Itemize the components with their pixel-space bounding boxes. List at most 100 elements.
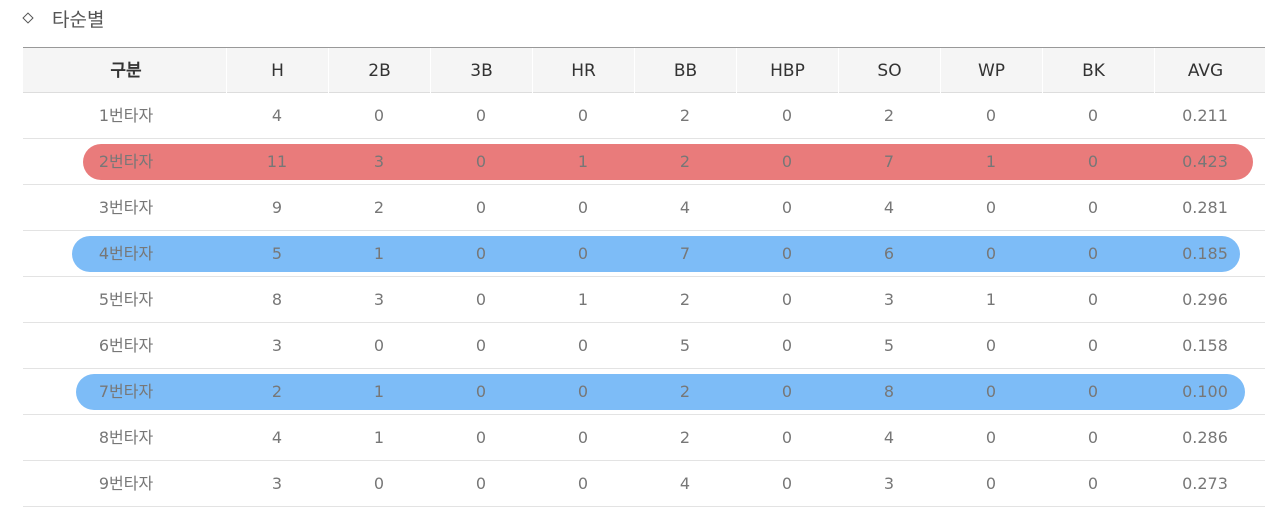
stat-bk-cell: 0 — [1087, 382, 1099, 401]
batting-order-label: 7번타자 — [98, 382, 154, 401]
stat-avg-cell: 0.273 — [1182, 474, 1228, 493]
stat-wp-cell: 0 — [985, 336, 997, 355]
batting-order-label: 5번타자 — [98, 290, 154, 309]
stat-2b-cell: 2 — [373, 198, 385, 217]
stat-2b-cell: 1 — [373, 428, 385, 447]
stat-so-cell: 5 — [883, 336, 895, 355]
stat-h-cell: 3 — [271, 336, 283, 355]
table-row: 4번타자 5 1 0 0 7 0 6 0 0 0.185 — [23, 231, 1265, 277]
stat-wp-cell: 0 — [985, 198, 997, 217]
stat-3b-cell: 0 — [475, 152, 487, 171]
stat-3b-cell: 0 — [475, 428, 487, 447]
stat-bb-cell: 4 — [679, 198, 691, 217]
stat-3b-cell: 0 — [475, 198, 487, 217]
stat-h-cell: 4 — [271, 106, 283, 125]
column-header-h: H — [226, 48, 328, 94]
stat-hbp-cell: 0 — [781, 244, 793, 263]
table-row: 1번타자 4 0 0 0 2 0 2 0 0 0.211 — [23, 93, 1265, 139]
column-header-bk: BK — [1042, 48, 1144, 94]
stat-so-cell: 3 — [883, 290, 895, 309]
batting-order-label: 4번타자 — [98, 244, 154, 263]
column-header-category: 구분 — [110, 61, 142, 81]
stat-avg-cell: 0.100 — [1182, 382, 1228, 401]
stat-hr-cell: 0 — [577, 106, 589, 125]
stat-h-cell: 3 — [271, 474, 283, 493]
row-highlight — [76, 374, 1245, 410]
stat-bb-cell: 5 — [679, 336, 691, 355]
stat-hbp-cell: 0 — [781, 198, 793, 217]
stat-so-cell: 6 — [883, 244, 895, 263]
stat-so-cell: 4 — [883, 428, 895, 447]
stat-avg-cell: 0.185 — [1182, 244, 1228, 263]
stat-2b-cell: 0 — [373, 106, 385, 125]
stat-3b-cell: 0 — [475, 336, 487, 355]
column-header-wp: WP — [940, 48, 1042, 94]
stat-h-cell: 4 — [271, 428, 283, 447]
stat-wp-cell: 0 — [985, 474, 997, 493]
stat-bb-cell: 2 — [679, 290, 691, 309]
stat-bk-cell: 0 — [1087, 474, 1099, 493]
stat-wp-cell: 1 — [985, 290, 997, 309]
table-row: 8번타자 4 1 0 0 2 0 4 0 0 0.286 — [23, 415, 1265, 461]
stat-bb-cell: 4 — [679, 474, 691, 493]
stat-hr-cell: 1 — [577, 290, 589, 309]
column-header-3b: 3B — [430, 48, 532, 94]
diamond-bullet-icon — [22, 12, 34, 24]
stat-h-cell: 11 — [266, 152, 288, 171]
row-highlight — [83, 144, 1253, 180]
batting-order-label: 1번타자 — [98, 106, 154, 125]
stat-2b-cell: 1 — [373, 244, 385, 263]
stat-avg-cell: 0.158 — [1182, 336, 1228, 355]
column-header-hbp: HBP — [736, 48, 838, 94]
stat-3b-cell: 0 — [475, 474, 487, 493]
stat-h-cell: 2 — [271, 382, 283, 401]
stat-bk-cell: 0 — [1087, 336, 1099, 355]
stat-h-cell: 9 — [271, 198, 283, 217]
stat-3b-cell: 0 — [475, 106, 487, 125]
table-header-row: 구분 H 2B 3B HR BB HBP SO WP BK AVG — [23, 47, 1265, 94]
stat-bk-cell: 0 — [1087, 290, 1099, 309]
stat-bk-cell: 0 — [1087, 198, 1099, 217]
stat-so-cell: 7 — [883, 152, 895, 171]
stat-bk-cell: 0 — [1087, 106, 1099, 125]
stat-hr-cell: 0 — [577, 198, 589, 217]
stat-so-cell: 2 — [883, 106, 895, 125]
batting-order-label: 8번타자 — [98, 428, 154, 447]
stat-3b-cell: 0 — [475, 244, 487, 263]
stat-2b-cell: 3 — [373, 152, 385, 171]
stat-h-cell: 5 — [271, 244, 283, 263]
table-row: 3번타자 9 2 0 0 4 0 4 0 0 0.281 — [23, 185, 1265, 231]
stat-hbp-cell: 0 — [781, 382, 793, 401]
stat-avg-cell: 0.296 — [1182, 290, 1228, 309]
stat-so-cell: 3 — [883, 474, 895, 493]
stat-hbp-cell: 0 — [781, 428, 793, 447]
stat-hbp-cell: 0 — [781, 106, 793, 125]
stat-hr-cell: 0 — [577, 244, 589, 263]
stat-wp-cell: 0 — [985, 244, 997, 263]
section-heading: 타순별 — [22, 4, 104, 32]
stat-bk-cell: 0 — [1087, 244, 1099, 263]
stat-wp-cell: 1 — [985, 152, 997, 171]
stat-so-cell: 4 — [883, 198, 895, 217]
stat-hr-cell: 0 — [577, 382, 589, 401]
stat-hbp-cell: 0 — [781, 474, 793, 493]
stat-hbp-cell: 0 — [781, 152, 793, 171]
batting-order-stats-table: 구분 H 2B 3B HR BB HBP SO WP BK AVG 1번타자 4 0 0 0 2 0 2 0 0 0.2… — [23, 47, 1265, 507]
column-header-bb: BB — [634, 48, 736, 94]
stat-bb-cell: 2 — [679, 152, 691, 171]
stat-hr-cell: 1 — [577, 152, 589, 171]
stat-hr-cell: 0 — [577, 474, 589, 493]
stat-bb-cell: 2 — [679, 428, 691, 447]
stat-bb-cell: 2 — [679, 382, 691, 401]
stat-wp-cell: 0 — [985, 106, 997, 125]
row-highlight — [72, 236, 1240, 272]
stat-3b-cell: 0 — [475, 290, 487, 309]
stat-2b-cell: 0 — [373, 474, 385, 493]
stat-avg-cell: 0.281 — [1182, 198, 1228, 217]
column-header-avg: AVG — [1154, 48, 1256, 94]
table-row: 5번타자 8 3 0 1 2 0 3 1 0 0.296 — [23, 277, 1265, 323]
stat-wp-cell: 0 — [985, 428, 997, 447]
table-row: 6번타자 3 0 0 0 5 0 5 0 0 0.158 — [23, 323, 1265, 369]
column-header-so: SO — [838, 48, 940, 94]
table-row: 7번타자 2 1 0 0 2 0 8 0 0 0.100 — [23, 369, 1265, 415]
